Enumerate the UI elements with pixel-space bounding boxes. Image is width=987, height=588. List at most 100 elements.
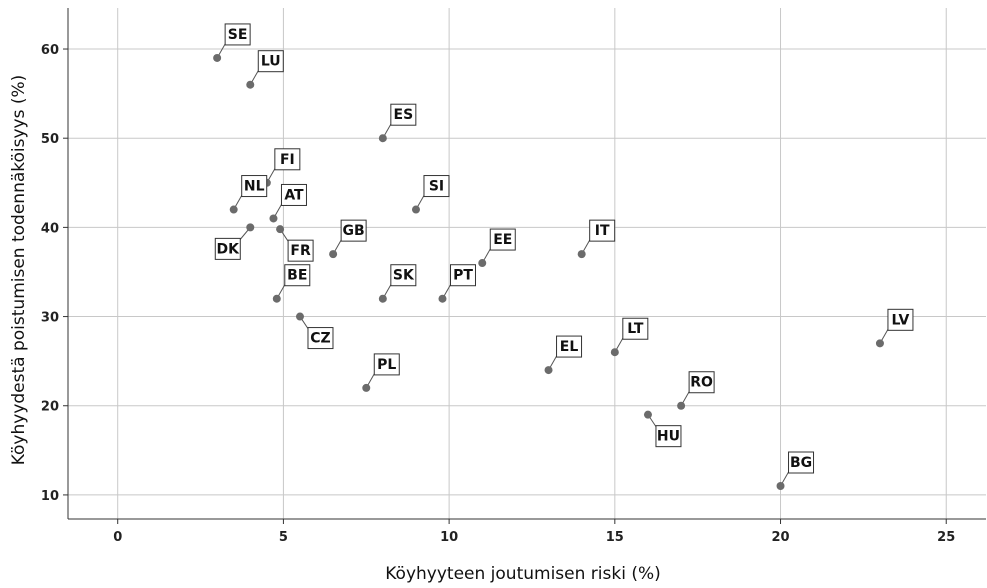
data-point	[438, 294, 447, 303]
x-tick-label: 25	[937, 530, 955, 545]
point-lt: LT	[610, 317, 649, 357]
point-label-box	[214, 237, 241, 260]
data-point	[246, 223, 255, 232]
y-tick-label: 60	[41, 43, 59, 58]
y-tick-label: 10	[41, 489, 59, 504]
point-label: IT	[595, 223, 610, 239]
point-bg: BG	[776, 451, 815, 491]
point-label: PL	[377, 357, 396, 373]
point-pt: PT	[438, 264, 476, 303]
point-label-box	[688, 371, 715, 394]
point-label: DK	[217, 241, 241, 257]
point-nl: NL	[229, 175, 268, 214]
data-point	[246, 80, 255, 89]
grid	[68, 8, 986, 519]
data-point	[276, 225, 285, 234]
x-axis-title: Köyhyyteen joutumisen riski (%)	[385, 564, 661, 584]
point-dk: DK	[214, 223, 255, 260]
point-label-box	[280, 183, 307, 206]
point-be: BE	[272, 264, 311, 303]
point-lu: LU	[246, 50, 284, 89]
point-fr: FR	[276, 225, 314, 262]
point-at: AT	[269, 183, 307, 223]
point-label: SI	[429, 179, 444, 195]
axes: 0 5 10 15 20 25 10 20 30 40 50 60	[41, 8, 986, 545]
point-label: NL	[244, 179, 265, 195]
point-el: EL	[544, 335, 583, 375]
point-label-box	[887, 308, 914, 331]
point-label-box	[655, 425, 682, 448]
data-point	[677, 401, 686, 410]
point-label-box	[589, 219, 616, 242]
data-point	[610, 348, 619, 357]
data-point	[544, 366, 553, 375]
y-tick-label: 20	[41, 400, 59, 415]
point-label: FR	[290, 243, 311, 259]
data-point	[378, 294, 387, 303]
data-point	[269, 214, 278, 223]
data-point	[776, 482, 785, 491]
point-label-box	[274, 148, 301, 171]
point-ee: EE	[478, 228, 516, 268]
point-es: ES	[378, 103, 417, 143]
point-label-box	[287, 239, 314, 262]
point-label: RO	[690, 375, 713, 391]
point-label: LV	[892, 312, 910, 328]
point-label-box	[284, 264, 311, 287]
point-label-box	[340, 219, 367, 242]
point-label-box	[788, 451, 815, 474]
data-point	[229, 205, 238, 214]
data-points: SE LU ES FI NL AT SI DK FR GB EE IT PT BE SK CZ LT LV EL PL…	[213, 23, 914, 491]
x-tick-label: 5	[279, 530, 288, 545]
x-tick-label: 20	[771, 530, 789, 545]
point-label-box	[241, 175, 268, 198]
point-lv: LV	[875, 308, 914, 348]
point-label: BE	[287, 268, 307, 284]
x-tick-label: 10	[440, 530, 458, 545]
point-label: GB	[343, 223, 365, 239]
point-label: FI	[280, 152, 295, 168]
y-tick-label: 40	[41, 221, 59, 236]
point-label: EE	[493, 232, 512, 248]
point-label-box	[622, 317, 649, 340]
data-point	[875, 339, 884, 348]
point-ro: RO	[677, 371, 715, 410]
x-tick-label: 0	[113, 530, 122, 545]
point-label-box	[224, 23, 251, 46]
y-tick-label: 30	[41, 311, 59, 326]
point-label-box	[449, 264, 476, 287]
point-label: LU	[261, 54, 281, 70]
y-axis-title: Köyhyydestä poistumisen todennäköisyys (…	[9, 75, 29, 466]
point-label-box	[307, 327, 334, 350]
point-label: BG	[790, 455, 812, 471]
point-label: EL	[560, 339, 579, 355]
point-label-box	[257, 50, 284, 73]
point-label: SE	[228, 27, 248, 43]
y-tick-label: 50	[41, 132, 59, 147]
data-point	[329, 250, 338, 259]
point-label: SK	[393, 268, 415, 284]
point-fi: FI	[262, 148, 301, 187]
data-point	[272, 294, 281, 303]
point-label-box	[489, 228, 516, 251]
point-si: SI	[411, 175, 450, 214]
data-point	[577, 250, 586, 259]
data-point	[478, 259, 487, 268]
data-point	[643, 410, 652, 419]
point-label: CZ	[310, 331, 330, 347]
data-point	[362, 383, 371, 392]
point-label: ES	[394, 107, 414, 123]
point-gb: GB	[329, 219, 367, 259]
point-hu: HU	[643, 410, 682, 448]
point-pl: PL	[362, 353, 400, 392]
point-label-box	[390, 103, 417, 126]
data-point	[411, 205, 420, 214]
point-label-box	[423, 175, 450, 198]
data-point	[295, 312, 304, 321]
point-label: AT	[284, 187, 304, 203]
point-label-box	[373, 353, 400, 376]
x-tick-label: 15	[606, 530, 624, 545]
point-label: HU	[657, 429, 680, 445]
point-it: IT	[577, 219, 616, 259]
